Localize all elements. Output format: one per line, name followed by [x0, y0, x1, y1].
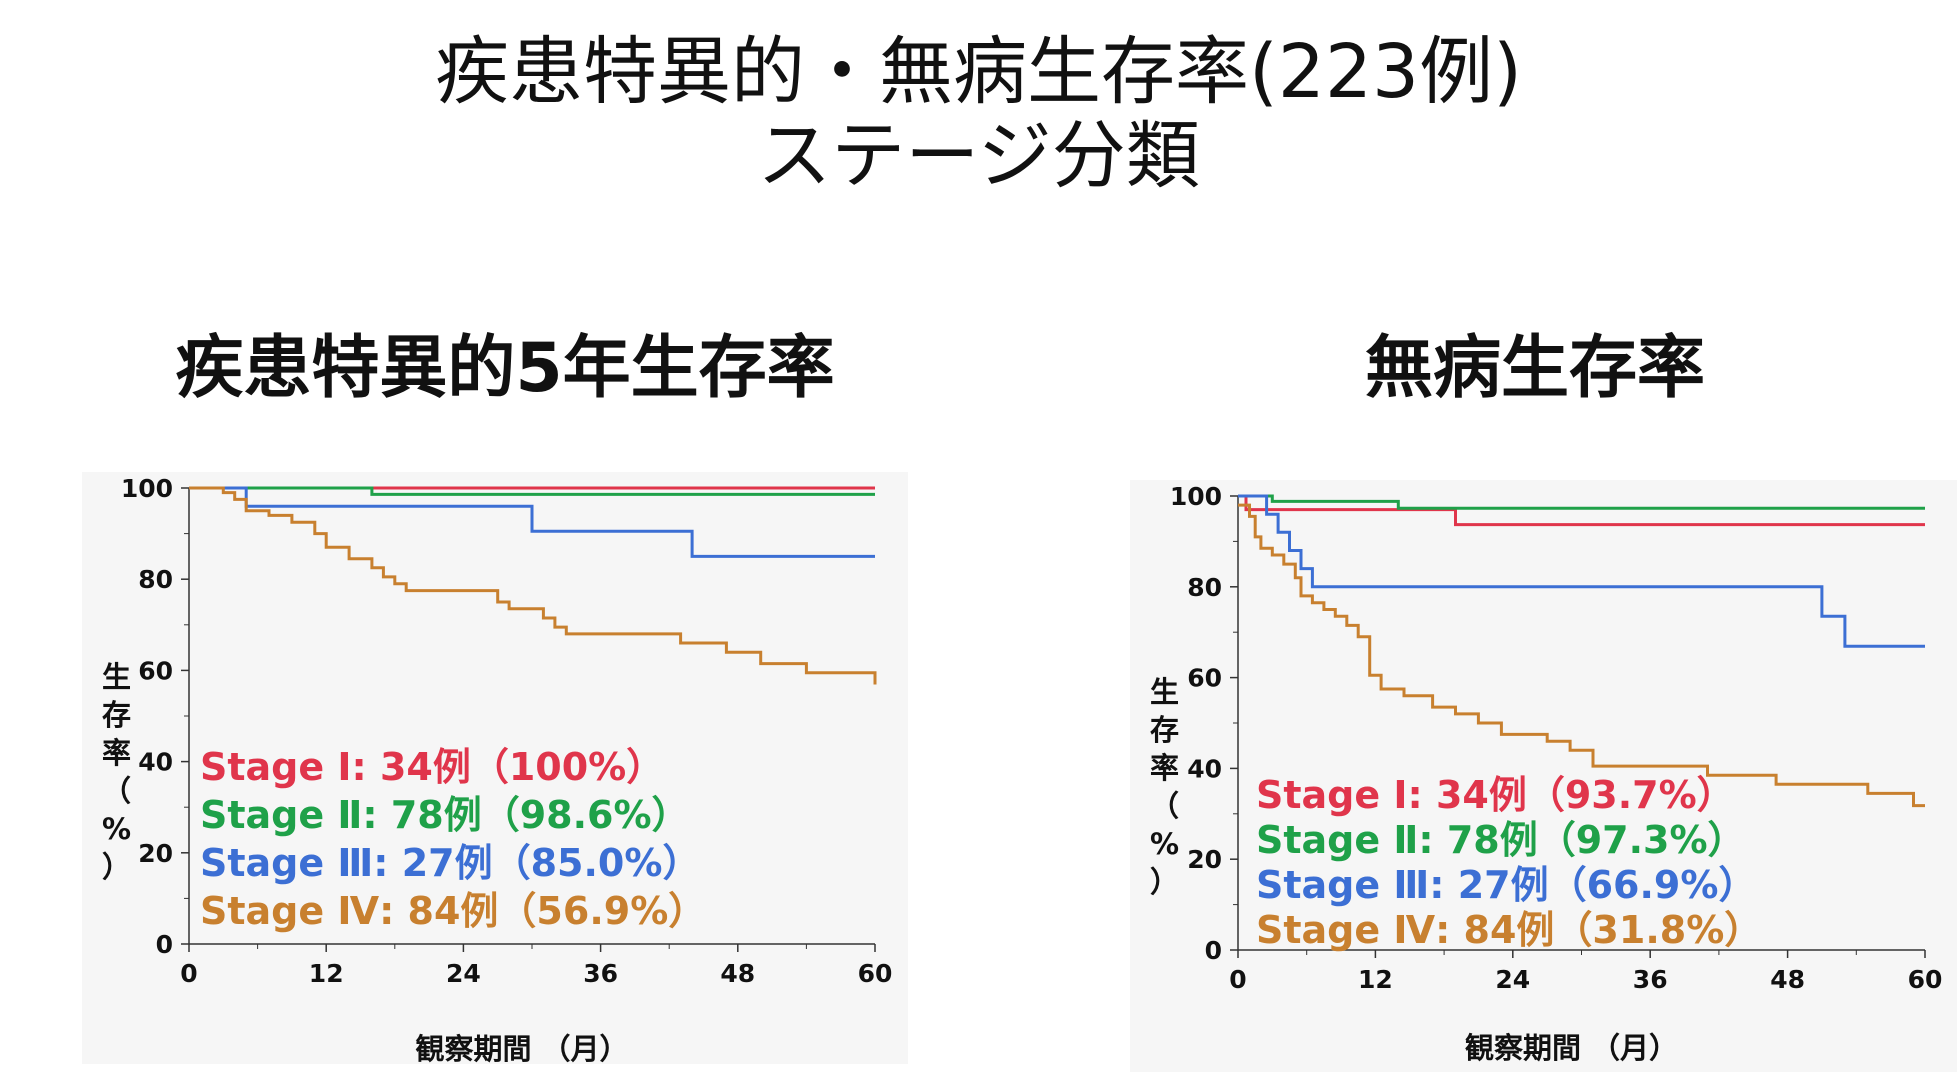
y-tick-label: 80 — [138, 565, 173, 594]
legend-entry-stage-4: Stage Ⅳ: 84例（31.8%） — [1256, 908, 1762, 952]
right-chart-panel: 0 20 40 60 80 100 0 12 24 36 48 60 生存率（%） 観察期間 （月） Sta… — [1130, 480, 1957, 1072]
y-tick-label: 60 — [138, 656, 173, 685]
x-axis-label: 観察期間 （月） — [1465, 1031, 1678, 1065]
slide-title-line1: 疾患特異的・無病生存率(223例) — [435, 29, 1522, 115]
y-tick-label: 60 — [1187, 664, 1222, 693]
y-tick-label: 100 — [121, 474, 173, 503]
survival-curve-stage-2 — [189, 486, 875, 496]
left-chart-panel: 0 20 40 60 80 100 0 12 24 36 48 60 生存率（%） 観察期間 （月） Sta… — [82, 472, 908, 1066]
survival-curve-stage-3 — [1238, 494, 1925, 648]
y-tick-label: 40 — [138, 748, 173, 777]
x-tick-label: 0 — [180, 959, 197, 988]
x-tick-label: 24 — [446, 959, 481, 988]
y-axis-label: 生存率（%） — [1150, 675, 1179, 899]
survival-curve-stage-2 — [1238, 494, 1925, 510]
y-tick-label: 40 — [1187, 754, 1222, 783]
x-tick-label: 60 — [858, 959, 893, 988]
y-tick-label: 0 — [156, 930, 173, 959]
x-tick-label: 12 — [309, 959, 344, 988]
legend-entry-stage-4: Stage Ⅳ: 84例（56.9%） — [200, 889, 706, 933]
legend-entry-stage-3: Stage Ⅲ: 27例（66.9%） — [1256, 863, 1756, 907]
right-survival-chart: 0 20 40 60 80 100 0 12 24 36 48 60 生存率（%） 観察期間 （月） Sta… — [1150, 482, 1943, 1065]
left-chart-title: 疾患特異的5年生存率 — [175, 329, 835, 408]
y-tick-label: 0 — [1205, 936, 1222, 965]
x-tick-label: 0 — [1229, 965, 1246, 994]
y-tick-label: 80 — [1187, 573, 1222, 602]
legend-entry-stage-2: Stage Ⅱ: 78例（97.3%） — [1256, 818, 1746, 862]
x-tick-label: 48 — [720, 959, 755, 988]
legend-entry-stage-2: Stage Ⅱ: 78例（98.6%） — [200, 793, 690, 837]
y-tick-label: 100 — [1170, 482, 1222, 511]
legend-entry-stage-3: Stage Ⅲ: 27例（85.0%） — [200, 841, 700, 885]
legend-entry-stage-1: Stage Ⅰ: 34例（93.7%） — [1256, 773, 1735, 817]
y-tick-label: 20 — [1187, 845, 1222, 874]
legend-entry-stage-1: Stage Ⅰ: 34例（100%） — [200, 745, 664, 789]
survival-curve-stage-4 — [189, 486, 877, 685]
slide-title-line2: ステージ分類 — [757, 113, 1200, 199]
survival-curve-stage-4 — [1238, 503, 1925, 808]
x-tick-label: 24 — [1495, 965, 1530, 994]
y-axis-label: 生存率（%） — [102, 660, 131, 884]
x-tick-label: 36 — [1633, 965, 1668, 994]
survival-curve-stage-3 — [189, 486, 875, 558]
x-tick-label: 36 — [583, 959, 618, 988]
right-chart-title: 無病生存率 — [1364, 329, 1705, 408]
x-tick-label: 60 — [1908, 965, 1943, 994]
x-axis-label: 観察期間 （月） — [415, 1032, 628, 1066]
slide-title: 疾患特異的・無病生存率(223例) ステージ分類 — [0, 30, 1957, 198]
x-tick-label: 12 — [1358, 965, 1393, 994]
y-tick-label: 20 — [138, 839, 173, 868]
x-tick-label: 48 — [1770, 965, 1805, 994]
